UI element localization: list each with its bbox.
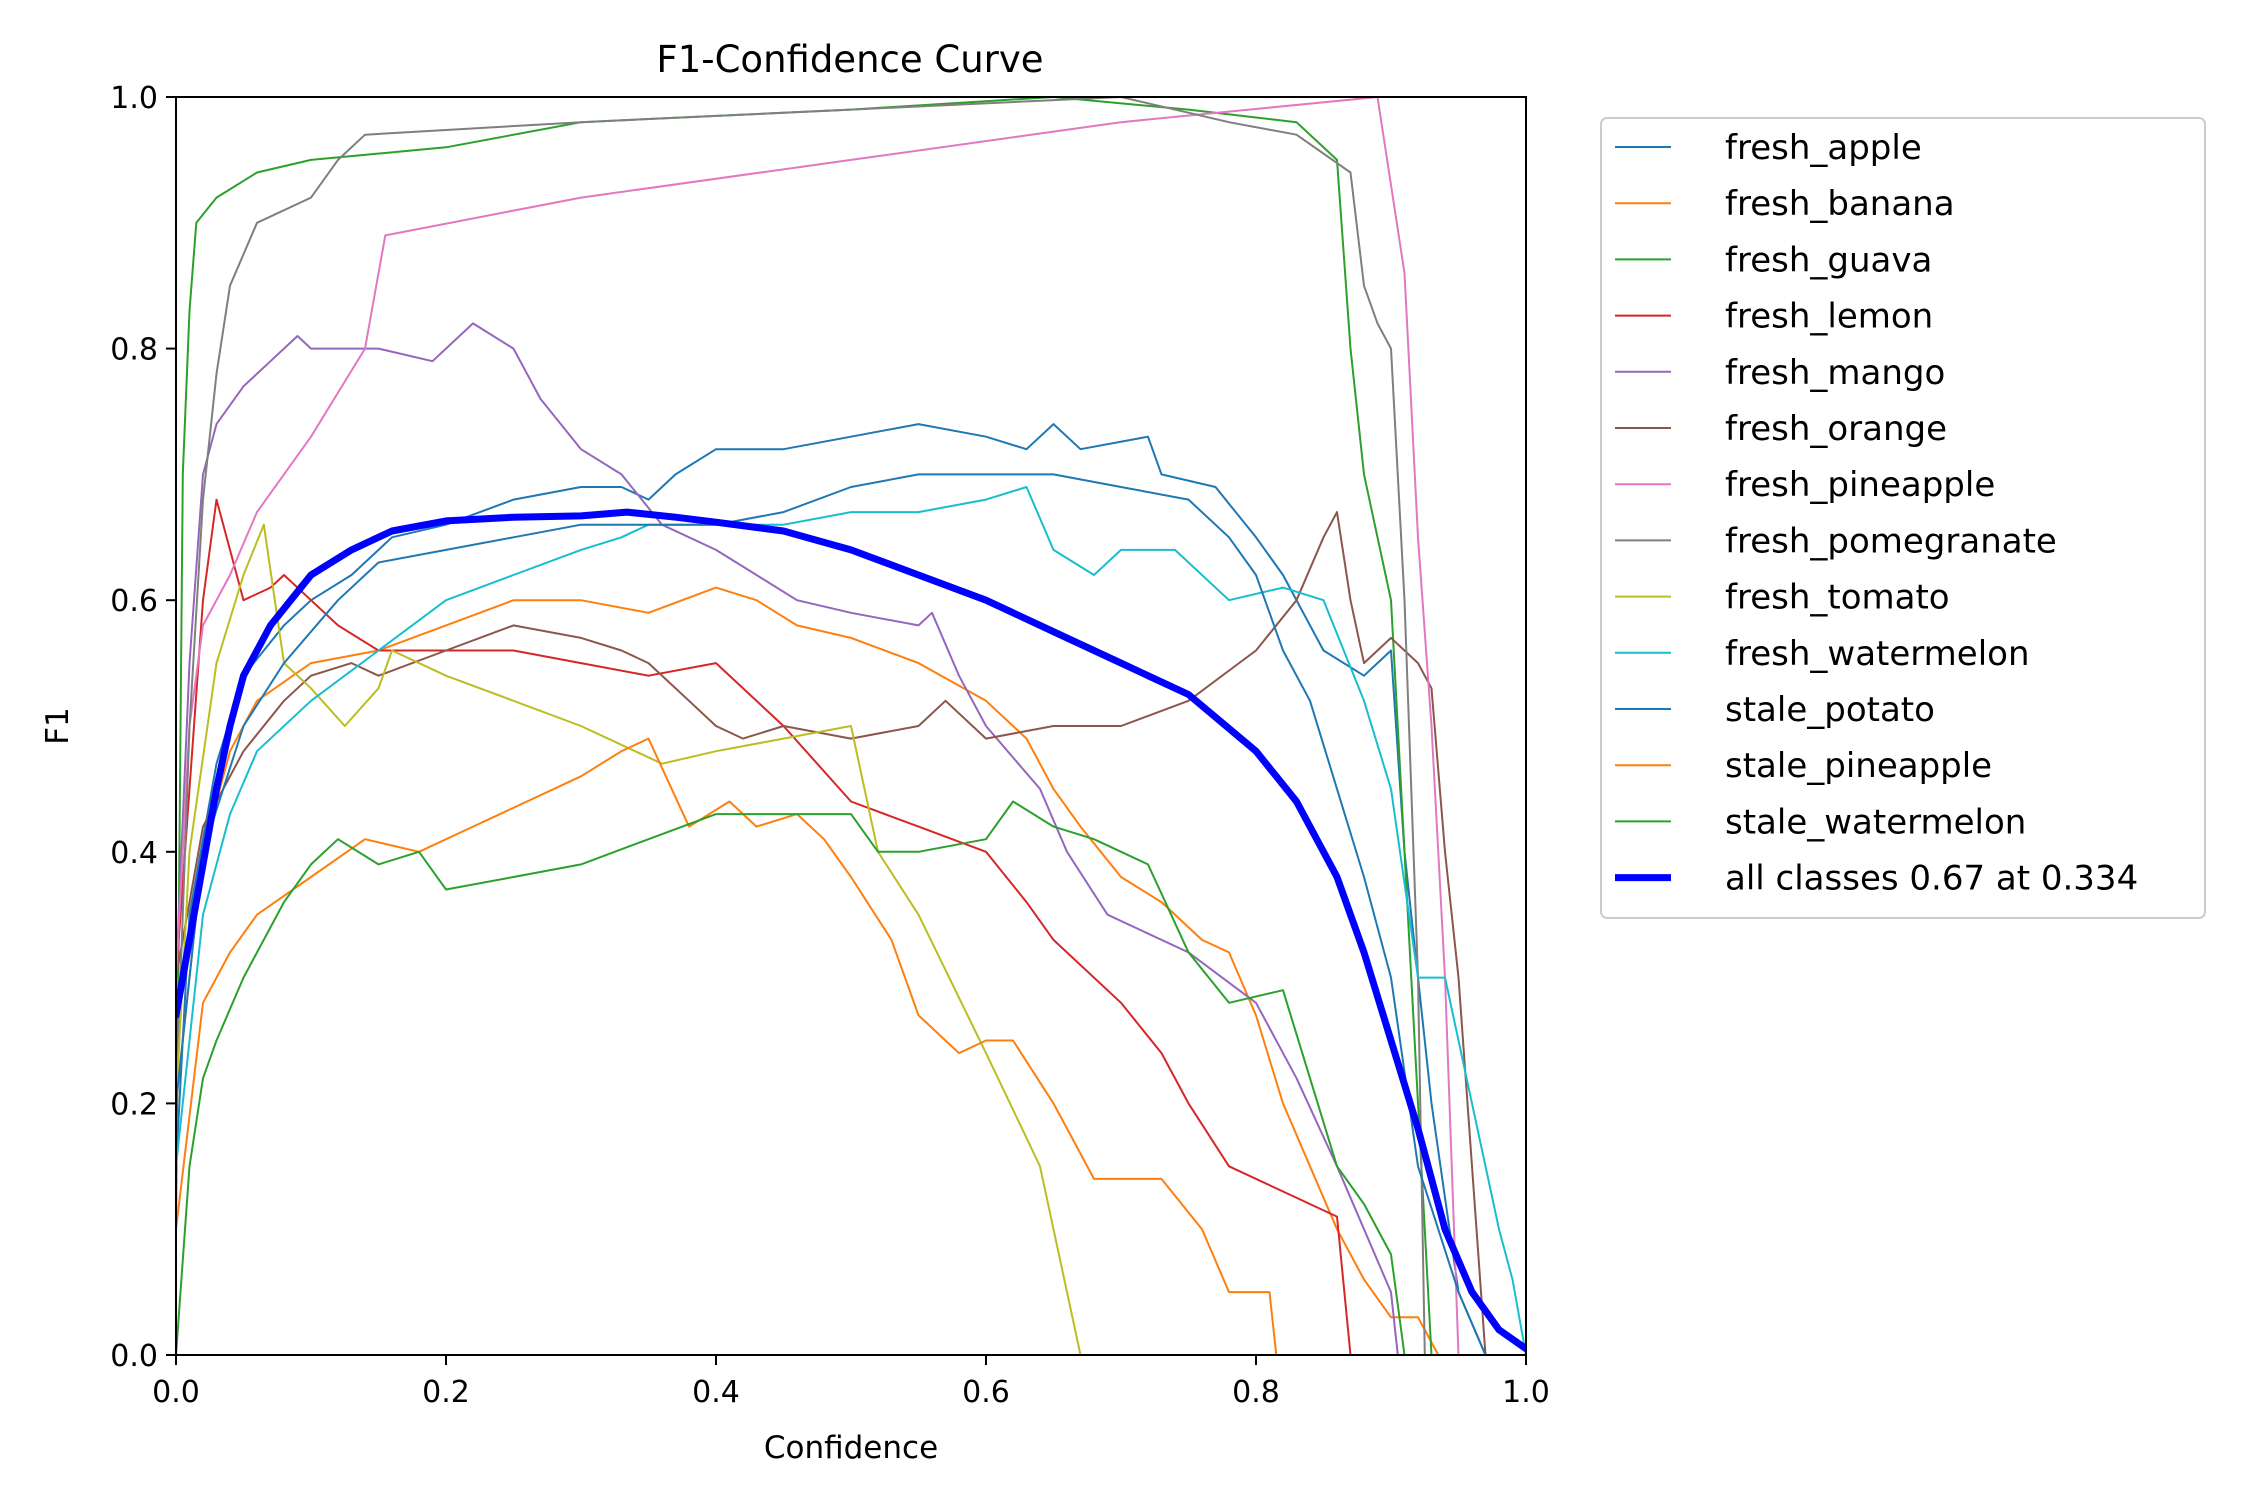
y-tick-label: 1.0 xyxy=(110,81,158,116)
legend-entry-label: fresh_pomegranate xyxy=(1725,521,2057,561)
y-tick-label: 0.4 xyxy=(110,836,158,871)
series-line-fresh-mango xyxy=(176,322,1399,1355)
x-tick-label: 0.6 xyxy=(962,1375,1010,1410)
x-tick-label: 0.2 xyxy=(422,1375,470,1410)
legend-entry-label: fresh_watermelon xyxy=(1725,634,2030,674)
series-line-fresh-lemon xyxy=(176,498,1352,1355)
series-line-stale-watermelon xyxy=(176,800,1406,1355)
legend-entry-label: fresh_lemon xyxy=(1725,297,1933,337)
series-line-stale-potato xyxy=(176,473,1487,1355)
legend-entry-label: fresh_banana xyxy=(1725,184,1955,224)
x-tick-label: 0.8 xyxy=(1232,1375,1280,1410)
y-tick-label: 0.8 xyxy=(110,333,158,368)
legend-entry-label: stale_pineapple xyxy=(1725,746,1992,786)
legend-entry-label: all classes 0.67 at 0.334 xyxy=(1725,859,2138,899)
legend-entry-label: fresh_tomato xyxy=(1725,578,1950,618)
y-tick-label: 0.6 xyxy=(110,584,158,619)
plot-frame xyxy=(175,96,1527,1356)
y-axis-label: F1 xyxy=(40,707,76,745)
x-tick-label: 1.0 xyxy=(1502,1375,1550,1410)
legend-entry-label: fresh_orange xyxy=(1725,409,1947,449)
series-line-stale-pineapple xyxy=(176,737,1278,1355)
chart-title: F1-Confidence Curve xyxy=(656,38,1043,81)
legend-entry-label: fresh_pineapple xyxy=(1725,465,1995,505)
series-line-fresh-pomegranate xyxy=(176,97,1426,1355)
legend: fresh_apple fresh_banana fresh_guava fresh_… xyxy=(1600,117,2206,919)
series-line-fresh-tomato xyxy=(176,523,1082,1355)
series-line-fresh-guava xyxy=(176,97,1433,1355)
y-tick-label: 0.2 xyxy=(110,1087,158,1122)
series-line-all-classes-0-67-at-0-334 xyxy=(176,508,1526,1353)
legend-entry-label: stale_watermelon xyxy=(1725,802,2026,842)
legend-entry-label: stale_potato xyxy=(1725,690,1935,730)
ticks-layer: 0.0 0.2 0.4 0.6 0.8 1.0 0.0 0.2 0.4 0.6 0.8 1.0 xyxy=(110,81,1550,1410)
series-layer xyxy=(176,97,1526,1355)
series-line-fresh-watermelon xyxy=(176,486,1526,1355)
legend-entry-label: fresh_apple xyxy=(1725,128,1922,168)
x-tick-label: 0.4 xyxy=(692,1375,740,1410)
series-line-fresh-orange xyxy=(176,511,1487,1355)
legend-entry-label: fresh_mango xyxy=(1725,353,1945,393)
legend-entry-label: fresh_guava xyxy=(1725,240,1932,280)
series-line-fresh-apple xyxy=(176,423,1487,1355)
x-tick-label: 0.0 xyxy=(152,1375,200,1410)
y-tick-label: 0.0 xyxy=(110,1339,158,1374)
legend-frame xyxy=(1600,117,2206,919)
series-line-fresh-pineapple xyxy=(176,97,1460,1355)
x-axis-label: Confidence xyxy=(764,1430,938,1466)
